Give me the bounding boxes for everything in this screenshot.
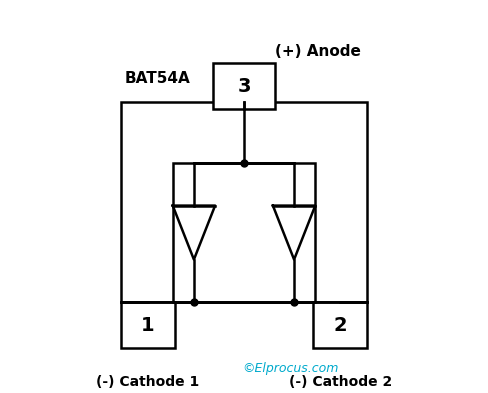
Bar xyxy=(121,302,175,348)
Bar xyxy=(173,163,315,302)
Text: ©Elprocus.com: ©Elprocus.com xyxy=(242,362,338,375)
Text: (-) Cathode 1: (-) Cathode 1 xyxy=(96,375,199,389)
Text: (+) Anode: (+) Anode xyxy=(275,44,361,59)
Text: BAT54A: BAT54A xyxy=(124,71,190,86)
Text: 1: 1 xyxy=(141,316,155,334)
Bar xyxy=(313,302,367,348)
Text: 2: 2 xyxy=(333,316,347,334)
Text: (-) Cathode 2: (-) Cathode 2 xyxy=(289,375,392,389)
Bar xyxy=(213,63,275,109)
Text: 3: 3 xyxy=(237,77,251,95)
Bar xyxy=(121,101,367,302)
